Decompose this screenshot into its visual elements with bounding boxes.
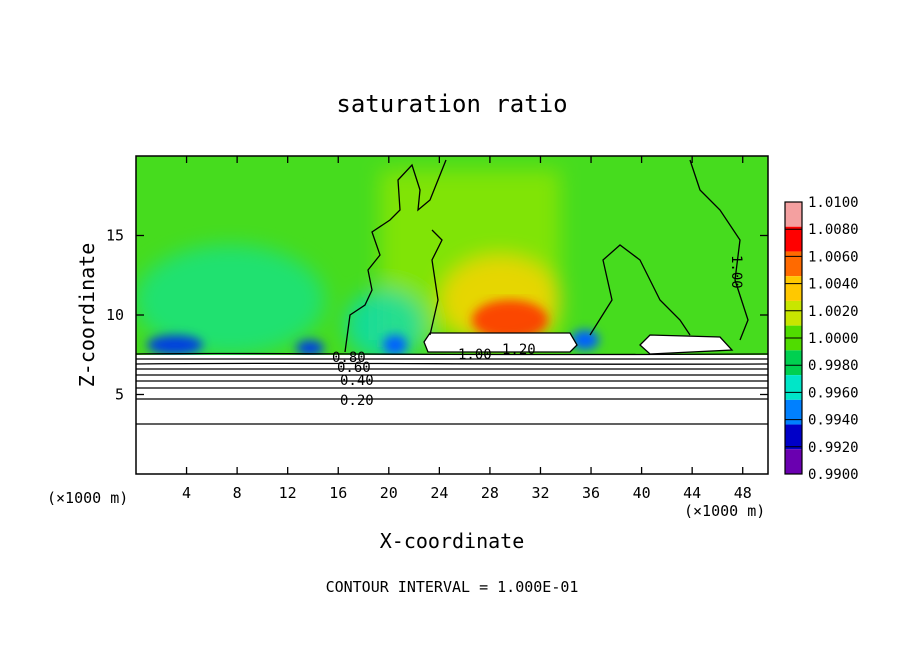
field-region-left-cyan: [136, 245, 325, 355]
x-tick-label: 20: [380, 484, 398, 502]
field-region-core: [472, 300, 548, 340]
contour-line: [135, 380, 769, 382]
x-unit-label-left: (×1000 m): [47, 489, 128, 507]
x-tick-label: 28: [481, 484, 499, 502]
heatmap-field: [136, 156, 768, 474]
contour-line: [135, 362, 769, 365]
contour-line: [429, 229, 443, 336]
chart-title: saturation ratio: [336, 90, 567, 118]
contour-line: [689, 159, 749, 341]
colorbar-level-label: 0.9900: [808, 467, 859, 483]
contour-interval-note: CONTOUR INTERVAL = 1.000E-01: [326, 578, 579, 596]
colorbar-swatch: [785, 449, 802, 474]
colorbar-swatch: [785, 399, 802, 425]
contour-label: 1.00: [728, 255, 744, 289]
colorbar-level-label: 0.9920: [808, 440, 859, 456]
y-tick-label: 15: [106, 227, 124, 245]
colorbar-swatch: [785, 226, 802, 252]
x-tick-label: 4: [182, 484, 191, 502]
colorbar-swatch: [785, 350, 802, 376]
x-tick-label: 24: [430, 484, 448, 502]
colorbar-level-label: 1.0100: [808, 195, 859, 211]
contour-label: 1.00: [458, 347, 492, 363]
contour-line: [135, 358, 769, 360]
field-region-blue-3: [383, 335, 407, 355]
colorbar-swatch: [785, 424, 802, 450]
colorbar-swatch: [785, 375, 802, 400]
colorbar-level-label: 1.0040: [808, 277, 859, 293]
x-tick-label: 12: [279, 484, 297, 502]
x-tick-label: 32: [531, 484, 549, 502]
colorbar-level-label: 1.0020: [808, 304, 859, 320]
y-tick-label: 10: [106, 306, 124, 324]
colorbar-level-label: 1.0080: [808, 222, 859, 238]
contour-label: 0.80: [332, 350, 366, 366]
contour-lines: [135, 159, 769, 425]
field-region-blue-2: [296, 340, 324, 356]
x-tick-label: 40: [633, 484, 651, 502]
contour-line: [135, 368, 769, 370]
y-axis-label: Z-coordinate: [75, 243, 99, 388]
contour-line: [135, 352, 769, 356]
x-tick-label: 36: [582, 484, 600, 502]
colorbar-swatch: [785, 300, 802, 326]
colorbar-level-label: 0.9940: [808, 413, 859, 429]
field-cloud-left: [424, 333, 577, 352]
field-region-blue-4: [571, 330, 599, 350]
y-tick-label: 5: [115, 386, 124, 404]
y-axis: 5 10 15: [106, 227, 768, 404]
contour-line: [639, 334, 734, 355]
colorbar-level-label: 0.9980: [808, 358, 859, 374]
contour-label: 0.60: [337, 360, 371, 376]
contour-line: [344, 159, 447, 353]
x-axis: 4 8 12 16 20 24 28 32 36 40 44 48: [182, 156, 752, 502]
colorbar-swatch: [785, 202, 802, 227]
x-tick-label: 16: [329, 484, 347, 502]
x-tick-label: 8: [233, 484, 242, 502]
contour-line: [135, 398, 769, 400]
contour-line: [589, 244, 691, 336]
colorbar-level-label: 1.0000: [808, 331, 859, 347]
field-lower-layer: [136, 355, 768, 474]
contour-label: 0.20: [340, 393, 374, 409]
colorbar-level-label: 0.9960: [808, 385, 859, 401]
x-unit-label-right: (×1000 m): [684, 502, 765, 520]
x-tick-label: 44: [683, 484, 701, 502]
contour-label: 1.20: [502, 342, 536, 358]
contour-label: 0.40: [340, 373, 374, 389]
contour-line: [135, 387, 769, 389]
x-axis-label: X-coordinate: [380, 529, 525, 553]
field-region-blue-1: [147, 335, 203, 355]
colorbar-swatch: [785, 276, 802, 301]
contour-line: [135, 374, 769, 376]
x-tick-label: 48: [734, 484, 752, 502]
colorbar: 1.0100 1.0080 1.0060 1.0040 1.0020 1.0000 0.99…: [784, 195, 859, 483]
field-cloud-right: [640, 335, 732, 354]
colorbar-level-label: 1.0060: [808, 249, 859, 265]
colorbar-swatch: [785, 251, 802, 277]
contour-labels: 0.20 0.40 0.60 0.80 1.00 1.20 1.00: [332, 255, 744, 409]
